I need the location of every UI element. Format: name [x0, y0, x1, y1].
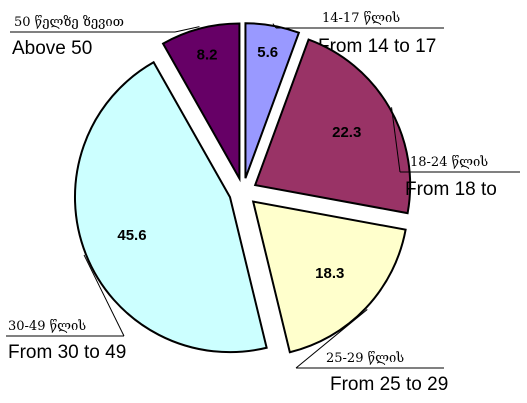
leader-line	[391, 107, 401, 173]
pie-slice	[161, 22, 241, 183]
category-label: From 18 to	[405, 179, 497, 200]
pie-slice	[244, 22, 301, 179]
leader-line	[174, 26, 200, 33]
pie-slice	[253, 38, 412, 215]
category-label: From 30 to 49	[8, 342, 126, 363]
category-label: From 14 to 17	[318, 36, 436, 57]
leader-line	[83, 254, 125, 337]
category-label-ka: 25-29 წლის	[326, 351, 404, 366]
category-label-ka: 18-24 წლის	[410, 155, 488, 170]
data-label: 45.6	[117, 227, 146, 244]
data-label: 5.6	[257, 44, 278, 61]
category-label-ka: 50 წელზე ზევით	[14, 15, 124, 30]
leader-line	[272, 23, 277, 29]
pie-slice	[73, 60, 268, 354]
data-label: 22.3	[332, 124, 361, 141]
leader-line	[295, 309, 368, 369]
data-label: 18.3	[315, 265, 344, 282]
data-label: 8.2	[197, 47, 218, 64]
category-label-ka: 14-17 წლის	[322, 11, 400, 26]
category-label-ka: 30-49 წლის	[8, 319, 86, 334]
pie-slice	[251, 200, 407, 354]
category-label: From 25 to 29	[330, 374, 448, 395]
category-label: Above 50	[12, 38, 92, 59]
